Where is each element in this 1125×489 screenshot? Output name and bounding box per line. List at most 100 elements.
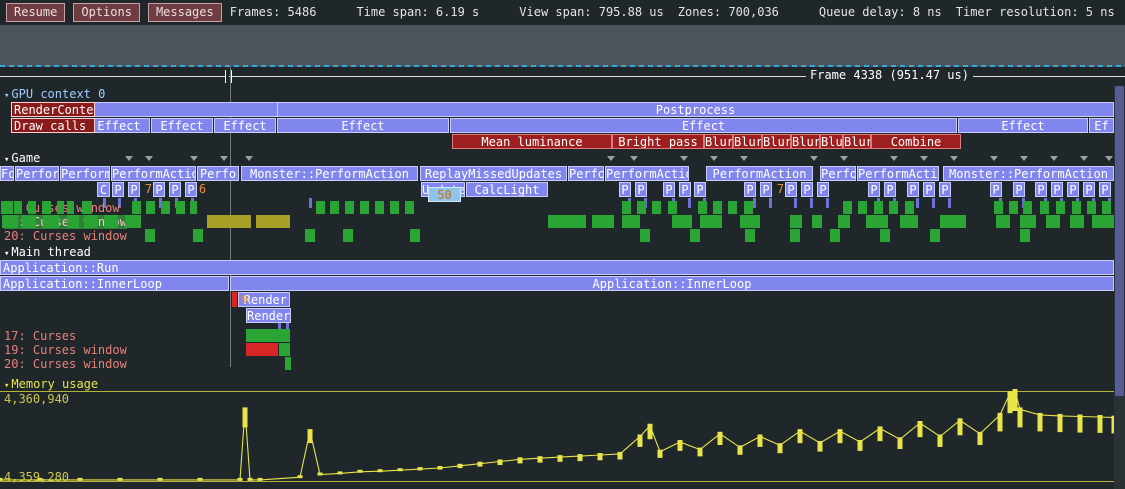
game-subzone[interactable]: P	[128, 182, 140, 197]
game-subzone[interactable]: P	[635, 182, 647, 197]
lock-bar[interactable]	[880, 229, 890, 242]
gpu-zone-effect[interactable]: Effect	[151, 118, 213, 133]
lock-bar[interactable]	[672, 215, 692, 228]
lock-bar[interactable]	[145, 229, 155, 242]
lock-bar[interactable]	[82, 201, 92, 214]
lock-bar[interactable]	[838, 215, 850, 228]
lock-bar[interactable]	[193, 229, 203, 242]
chevron-down-icon[interactable]: ▾	[4, 381, 10, 391]
game-subzone[interactable]: P	[1035, 182, 1047, 197]
game-zone[interactable]: PerformAction	[706, 166, 813, 181]
game-zone[interactable]: Perform	[60, 166, 110, 181]
game-subzone[interactable]: 6	[198, 182, 207, 196]
main-zone-render-badge[interactable]: 9	[241, 293, 248, 306]
gpu-zone-drawcalls[interactable]: Draw calls	[11, 118, 95, 133]
track-header-main-thread[interactable]: ▾ Main thread	[4, 245, 91, 259]
lock-bar[interactable]	[830, 229, 840, 242]
lock-bar[interactable]	[790, 215, 802, 228]
lock-bar[interactable]	[1040, 201, 1049, 214]
lock-bar[interactable]	[548, 215, 586, 228]
main-zone-render-child[interactable]: Render	[246, 308, 291, 323]
gpu-zone-blur[interactable]: Blur	[762, 134, 791, 149]
lock-bar[interactable]	[207, 215, 251, 228]
vertical-scrollbar[interactable]	[1114, 86, 1125, 489]
lock-bar[interactable]	[996, 215, 1010, 228]
game-zone[interactable]: Monster::PerformAction	[943, 166, 1114, 181]
gpu-zone-effect[interactable]: Effect	[450, 118, 957, 133]
game-subzone[interactable]: P	[169, 182, 181, 197]
game-subzone[interactable]: P	[1067, 182, 1079, 197]
game-zone[interactable]: PerformActio	[857, 166, 939, 181]
game-subzone[interactable]: P	[907, 182, 919, 197]
lock-bar[interactable]	[790, 229, 800, 242]
lock-bar[interactable]	[176, 201, 185, 214]
gpu-zone-combine[interactable]: Combine	[871, 134, 961, 149]
lock-bar[interactable]	[622, 215, 640, 228]
track-header-memory[interactable]: ▾ Memory usage	[4, 377, 98, 391]
lock-bar[interactable]	[132, 201, 141, 214]
lock-bar[interactable]	[190, 201, 197, 214]
lock-bar[interactable]	[104, 215, 118, 228]
lock-bar[interactable]	[343, 229, 353, 242]
lock-bar[interactable]	[744, 201, 753, 214]
gpu-zone-bright-pass[interactable]: Bright pass	[612, 134, 704, 149]
gpu-zone-mean-luminance[interactable]: Mean luminance	[452, 134, 612, 149]
game-subzone[interactable]: CalcLight	[466, 182, 548, 197]
gpu-zone-effect[interactable]: Effect	[958, 118, 1088, 133]
lock-bar[interactable]	[43, 215, 59, 228]
lock-bar[interactable]	[700, 215, 722, 228]
lock-bar[interactable]	[22, 215, 36, 228]
game-subzone[interactable]: P	[884, 182, 896, 197]
gpu-zone-effect[interactable]: Effect	[277, 118, 449, 133]
lock-bar[interactable]	[930, 229, 940, 242]
game-subzone[interactable]: 7	[776, 182, 785, 196]
game-subzone[interactable]: P	[1013, 182, 1025, 197]
lock-bar[interactable]	[1020, 229, 1030, 242]
game-subzone[interactable]: P	[868, 182, 880, 197]
lock-bar[interactable]	[1092, 215, 1114, 228]
lock-bar[interactable]	[14, 201, 22, 214]
lock-bar[interactable]	[745, 229, 755, 242]
lock-bar[interactable]	[57, 201, 64, 214]
gpu-zone-blur[interactable]: Blur	[704, 134, 733, 149]
lock-bar[interactable]	[375, 201, 384, 214]
game-subzone[interactable]: P	[1099, 182, 1111, 197]
lock-bar[interactable]	[1023, 201, 1032, 214]
lock-bar[interactable]	[1056, 201, 1065, 214]
track-header-gpu[interactable]: ▾ GPU context 0	[4, 87, 105, 101]
main-zone-innerloop[interactable]: Application::InnerLoop	[0, 276, 229, 291]
timeline[interactable]: ▾GPU context 0 RenderContext Effect Effe…	[0, 86, 1125, 489]
game-subzone[interactable]: P	[694, 182, 706, 197]
gpu-zone-blur[interactable]: Blur	[843, 134, 871, 149]
lock-bar[interactable]	[866, 215, 888, 228]
lock-bar[interactable]	[637, 201, 646, 214]
game-zone[interactable]: ReplayMissedUpdates	[420, 166, 567, 181]
game-zone-badge[interactable]: 50	[428, 187, 461, 202]
lock-bar[interactable]	[858, 201, 867, 214]
lock-bar[interactable]	[889, 201, 898, 214]
game-zone[interactable]: PerformAction	[111, 166, 196, 181]
lock-bar[interactable]	[1102, 201, 1111, 214]
game-zone[interactable]: Perform	[15, 166, 59, 181]
game-zone[interactable]: Fo	[0, 166, 14, 181]
lock-bar[interactable]	[360, 201, 369, 214]
lock-bar[interactable]	[42, 201, 51, 214]
options-button[interactable]: Options	[73, 2, 140, 22]
gpu-zone-blur[interactable]: Blur	[733, 134, 762, 149]
lock-bar[interactable]	[1046, 215, 1060, 228]
game-subzone[interactable]: 7	[144, 182, 153, 196]
game-subzone[interactable]: P	[785, 182, 797, 197]
game-subzone[interactable]: P	[679, 182, 691, 197]
lock-bar[interactable]	[390, 201, 399, 214]
chevron-down-icon[interactable]: ▾	[4, 155, 10, 165]
resume-button[interactable]: Resume	[6, 2, 66, 22]
lock-bar[interactable]	[668, 201, 677, 214]
game-subzone[interactable]: P	[185, 182, 197, 197]
lock-bar[interactable]	[652, 201, 661, 214]
gpu-zone-effect[interactable]: Effect	[88, 118, 150, 133]
main-lock-marker[interactable]	[232, 292, 237, 307]
lock-bar[interactable]	[256, 215, 290, 228]
lock-bar[interactable]	[146, 201, 155, 214]
game-subzone[interactable]: P	[1051, 182, 1063, 197]
lock-bar[interactable]	[592, 215, 614, 228]
